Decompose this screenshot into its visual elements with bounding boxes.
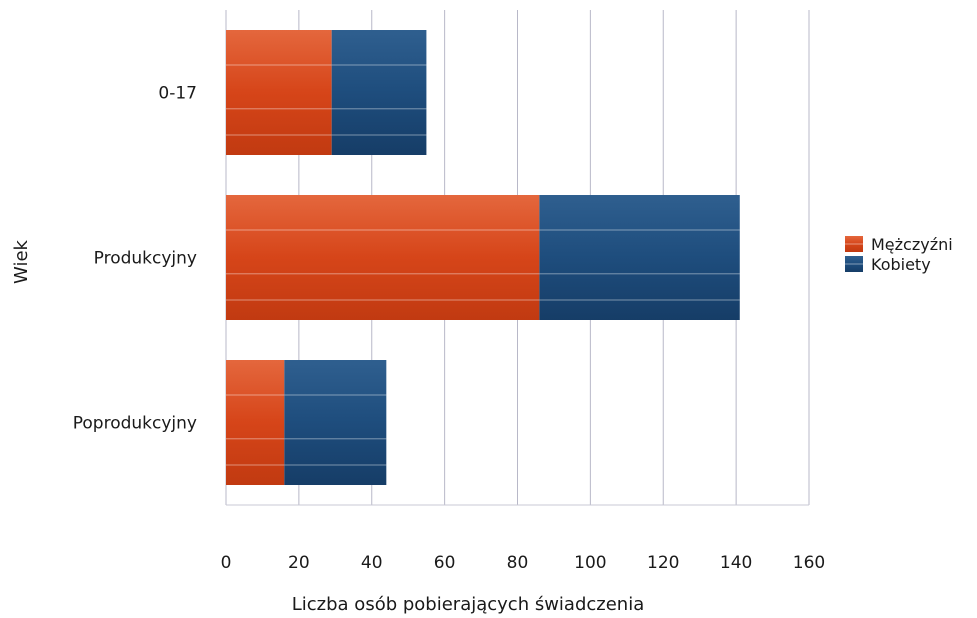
- x-tick-label: 20: [288, 553, 310, 573]
- legend-label: Kobiety: [871, 255, 931, 274]
- x-axis-title: Liczba osób pobierających świadczenia: [292, 594, 645, 615]
- y-axis-title: Wiek: [11, 239, 32, 283]
- x-tick-label: 160: [793, 553, 825, 573]
- x-tick-label: 40: [361, 553, 383, 573]
- x-tick-label: 60: [434, 553, 456, 573]
- bars: [226, 30, 740, 485]
- legend-swatch: [845, 256, 863, 272]
- x-tick-label: 0: [221, 553, 232, 573]
- x-tick-label: 140: [720, 553, 752, 573]
- x-tick-label: 100: [574, 553, 606, 573]
- x-tick-label: 80: [507, 553, 529, 573]
- bar-mezczyzni-0: [226, 30, 332, 155]
- legend-swatch: [845, 236, 863, 252]
- bar-mezczyzni-2: [226, 360, 285, 485]
- category-label: Produkcyjny: [94, 249, 197, 269]
- category-label: Poprodukcyjny: [73, 414, 197, 434]
- x-tick-label: 120: [647, 553, 679, 573]
- category-label: 0-17: [158, 84, 197, 104]
- category-labels: 0-17 Produkcyjny Poprodukcyjny: [73, 84, 197, 434]
- bar-mezczyzni-1: [226, 195, 540, 320]
- bar-kobiety-2: [284, 360, 387, 485]
- legend-label: Mężczyźni: [871, 235, 953, 254]
- x-tick-labels: 0 20 40 60 80 100 120 140 160: [221, 553, 826, 573]
- bar-kobiety-1: [539, 195, 740, 320]
- bar-kobiety-0: [331, 30, 427, 155]
